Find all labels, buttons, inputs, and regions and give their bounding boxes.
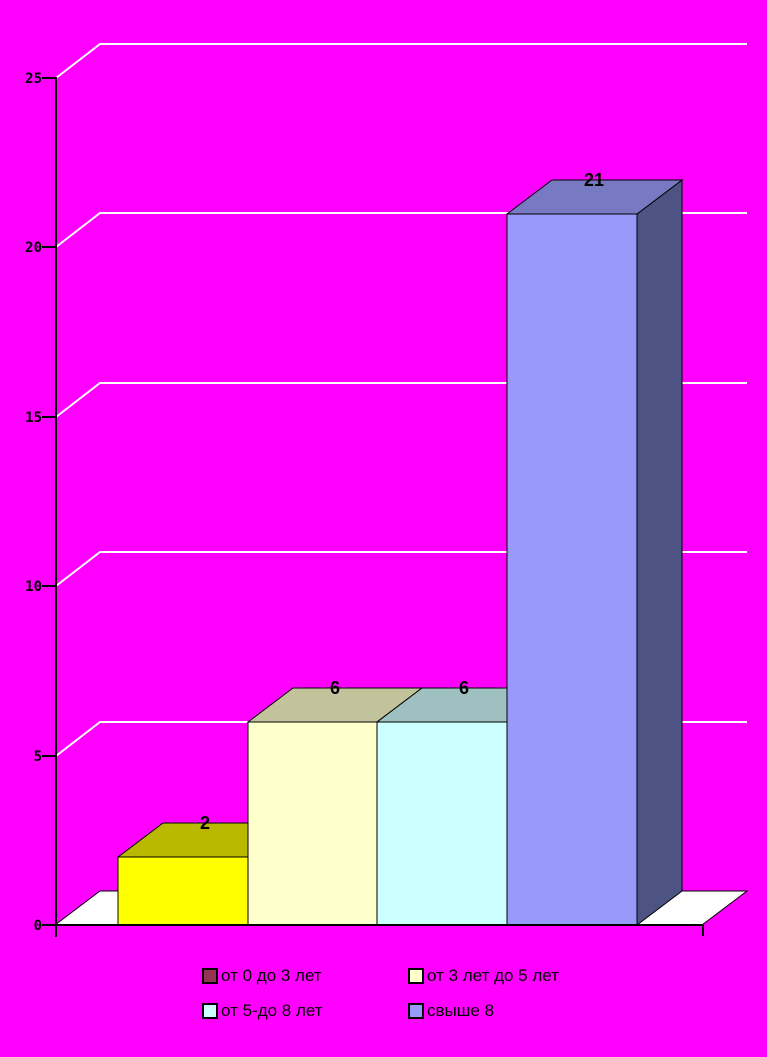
x-axis xyxy=(55,924,704,936)
legend-swatch-3 xyxy=(202,1003,218,1019)
data-label-category4: 21 xyxy=(584,170,604,190)
bar-category4 xyxy=(505,178,684,927)
bar-category4-front xyxy=(506,213,638,926)
y-axis xyxy=(42,77,57,937)
bar-category2 xyxy=(246,687,424,926)
y-tick-label-10: 10 xyxy=(25,579,42,595)
data-label-category2: 6 xyxy=(330,678,340,698)
y-tick-label-15: 15 xyxy=(25,410,42,426)
bar-category2-front xyxy=(247,721,378,926)
legend-swatch-4 xyxy=(408,1003,424,1019)
legend-item-1: от 0 до 3 лет xyxy=(202,966,322,986)
legend-label-4: свыше 8 xyxy=(427,1001,495,1020)
data-label-category3: 6 xyxy=(459,678,469,698)
data-label-category1: 2 xyxy=(200,813,210,833)
legend-label-2: от 3 лет до 5 лет xyxy=(427,966,559,985)
y-tick-label-20: 20 xyxy=(25,240,42,256)
y-tick-label-5: 5 xyxy=(34,749,42,765)
legend-label-3: от 5-до 8 лет xyxy=(221,1001,323,1020)
bar-category3-front xyxy=(376,721,508,926)
legend-item-3: от 5-до 8 лет xyxy=(202,1001,323,1021)
legend-item-4: свыше 8 xyxy=(408,1001,494,1021)
bar-category4-side xyxy=(636,178,683,927)
gridline-25 xyxy=(55,43,747,79)
y-axis-labels: 0 5 10 15 20 25 xyxy=(25,71,42,934)
y-tick-label-0: 0 xyxy=(34,918,42,934)
data-labels: 2 6 6 21 xyxy=(200,170,604,833)
legend-item-2: от 3 лет до 5 лет xyxy=(408,966,559,986)
legend-swatch-1 xyxy=(202,968,218,984)
y-tick-label-25: 25 xyxy=(25,71,42,87)
legend-label-1: от 0 до 3 лет xyxy=(221,966,322,985)
legend-swatch-2 xyxy=(408,968,424,984)
bar-category1-front xyxy=(117,856,249,926)
